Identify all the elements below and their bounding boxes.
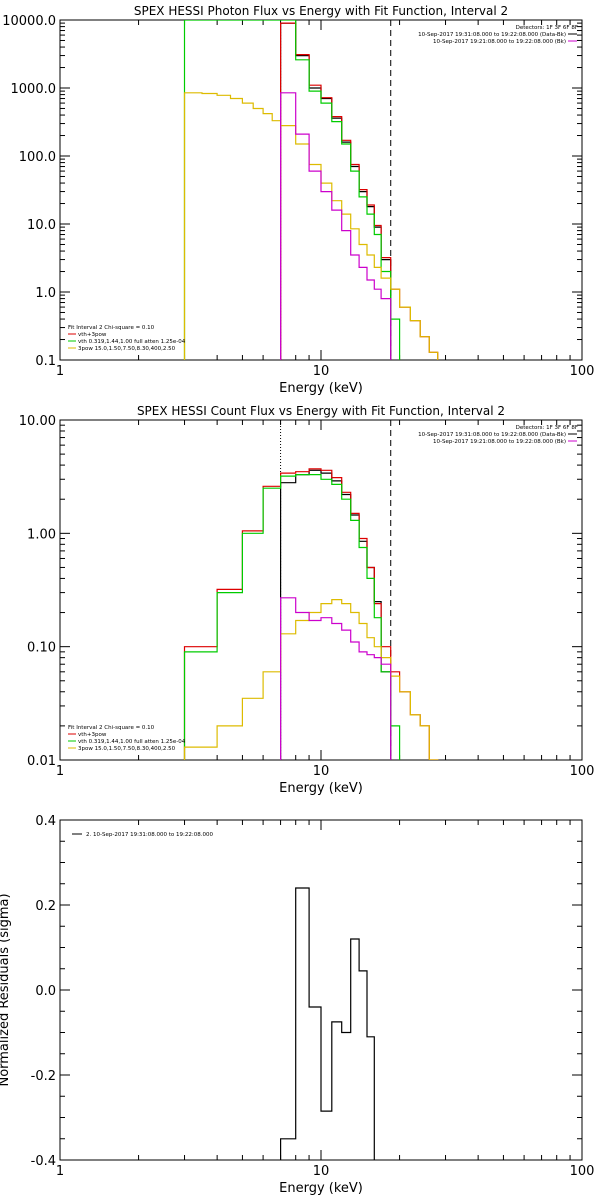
- y-tick-label: 1.00: [27, 527, 56, 542]
- legend-entry: 10-Sep-2017 19:31:08.000 to 19:22:08.000…: [418, 432, 566, 438]
- x-axis: 1 10 100: [56, 420, 595, 779]
- y-tick-label: 0.0: [35, 984, 56, 999]
- detectors-label: Detectors: 1F 3F 6F 8F: [516, 425, 578, 431]
- series-group: [183, 20, 439, 360]
- y-tick-label: 0.4: [35, 814, 56, 829]
- y-tick-label: 0.2: [35, 899, 56, 914]
- series-vth-3pow: [183, 468, 439, 760]
- legend-entry: 10-Sep-2017 19:31:08.000 to 19:22:08.000…: [418, 32, 566, 38]
- legend-entry: vth 0.319,1.44,1.00 full atten 1.25e-04: [78, 339, 186, 345]
- x-axis: 1 10 100: [56, 820, 595, 1179]
- series-2-10-sep-2017-19-31-08-000-to-19-22-08-000: [280, 887, 375, 1160]
- detectors-label: Detectors: 1F 3F 6F 8F: [516, 25, 578, 31]
- x-axis-label: Energy (keV): [279, 381, 363, 396]
- x-tick-label: 1: [56, 764, 64, 779]
- y-tick-label: 10.00: [19, 414, 56, 429]
- series-3pow: [183, 599, 439, 760]
- legend-entry: 3pow 15.0,1.50,7.50,8.30,400,2.50: [78, 346, 176, 352]
- series-group: [183, 468, 439, 760]
- x-tick-label: 100: [570, 764, 595, 779]
- y-axis: 0.01 0.10 1.00 10.00: [19, 414, 582, 769]
- y-axis: 0.1 1.0 10.0 100.0 1000.0 10000.0: [2, 14, 582, 369]
- x-axis-label: Energy (keV): [279, 781, 363, 796]
- x-tick-label: 10: [313, 1164, 330, 1179]
- series-data-bk: [280, 22, 392, 360]
- legend-entry: 10-Sep-2017 19:21:08.000 to 19:22:08.000…: [433, 39, 566, 45]
- x-tick-label: 10: [313, 364, 330, 379]
- chart-title: SPEX HESSI Count Flux vs Energy with Fit…: [137, 404, 505, 418]
- x-tick-label: 100: [570, 364, 595, 379]
- series-group: [280, 887, 375, 1160]
- y-tick-label: 10.0: [27, 218, 56, 233]
- legend-heading: Fit Interval 2 Chi-square = 0.10: [68, 725, 155, 731]
- series-vth: [183, 20, 401, 360]
- y-axis-label: Normalized Residuals (sigma): [0, 893, 12, 1086]
- x-tick-label: 10: [313, 764, 330, 779]
- series-bk: [280, 597, 392, 760]
- y-tick-label: 10000.0: [2, 14, 56, 29]
- x-axis: 1 10 100: [56, 20, 595, 379]
- y-tick-label: -0.4: [31, 1154, 56, 1169]
- legend-entry: vth+3pow: [78, 732, 107, 738]
- x-tick-label: 100: [570, 1164, 595, 1179]
- x-axis-label: Energy (keV): [279, 1181, 363, 1196]
- x-tick-label: 1: [56, 364, 64, 379]
- y-tick-label: 1.0: [35, 286, 56, 301]
- chart-title: SPEX HESSI Photon Flux vs Energy with Fi…: [134, 4, 508, 18]
- y-tick-label: 0.10: [27, 641, 56, 656]
- y-axis: -0.4 -0.2 0.0 0.2 0.4: [31, 814, 582, 1169]
- y-tick-label: 0.1: [35, 354, 56, 369]
- chart-2: 1 10 100 Energy (keV) 0.01 0.10 1.00 10.00 SPEX …: [19, 404, 595, 796]
- y-tick-label: 100.0: [19, 150, 56, 165]
- series-bk: [280, 92, 392, 360]
- series-vth: [183, 474, 401, 760]
- chart-3: 1 10 100 Energy (keV) -0.4 -0.2 0.0 0.2 0.4 Norma…: [0, 814, 594, 1196]
- legend-heading: Fit Interval 2 Chi-square = 0.10: [68, 325, 155, 331]
- legend-entry: vth 0.319,1.44,1.00 full atten 1.25e-04: [78, 739, 186, 745]
- y-tick-label: -0.2: [31, 1069, 56, 1084]
- legend-entry: 3pow 15.0,1.50,7.50,8.30,400,2.50: [78, 746, 176, 752]
- legend-bottom: Fit Interval 2 Chi-square = 0.10vth+3pow…: [68, 325, 186, 352]
- y-tick-label: 0.01: [27, 754, 56, 769]
- legend-bottom: Fit Interval 2 Chi-square = 0.10vth+3pow…: [68, 725, 186, 752]
- y-tick-label: 1000.0: [11, 82, 57, 97]
- legend-entry: 10-Sep-2017 19:21:08.000 to 19:22:08.000…: [433, 439, 566, 445]
- x-tick-label: 1: [56, 1164, 64, 1179]
- legend-top: 2. 10-Sep-2017 19:31:08.000 to 19:22:08.…: [72, 832, 213, 838]
- legend-entry: 2. 10-Sep-2017 19:31:08.000 to 19:22:08.…: [86, 832, 213, 838]
- legend-entry: vth+3pow: [78, 332, 107, 338]
